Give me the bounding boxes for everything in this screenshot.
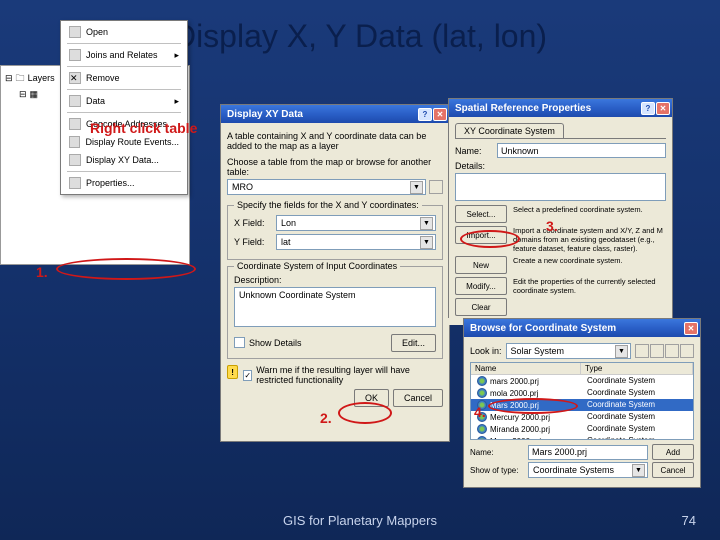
circle-2 — [338, 402, 392, 424]
col-name-header[interactable]: Name — [471, 363, 581, 374]
srp-titlebar: Spatial Reference Properties ? ✕ — [449, 99, 672, 117]
modify-button[interactable]: Modify... — [455, 277, 507, 295]
yfield-label: Y Field: — [234, 237, 270, 247]
xy-choose-label: Choose a table from the map or browse fo… — [227, 157, 443, 177]
tab-xy-cs[interactable]: XY Coordinate System — [455, 123, 564, 138]
layers-panel: ⊟🗀Layers ⊟▦ Open Joins and Relates▸ ✕Rem… — [0, 65, 190, 265]
annotation-3: 3. — [546, 218, 558, 234]
close-icon[interactable]: ✕ — [656, 102, 670, 115]
srp-name-field[interactable]: Unknown — [497, 143, 666, 158]
close-icon[interactable]: ✕ — [433, 108, 447, 121]
globe-icon — [477, 388, 487, 398]
xy-titlebar: Display XY Data ? ✕ — [221, 105, 449, 123]
srp-name-label: Name: — [455, 146, 491, 156]
lookin-label: Look in: — [470, 346, 502, 356]
clear-button[interactable]: Clear — [455, 298, 507, 316]
remove-icon: ✕ — [69, 72, 81, 84]
circle-3 — [460, 230, 520, 248]
edit-button[interactable]: Edit... — [391, 334, 436, 352]
add-button[interactable]: Add — [652, 444, 694, 460]
browse-titlebar: Browse for Coordinate System ✕ — [464, 319, 700, 337]
spatial-ref-dialog: Spatial Reference Properties ? ✕ XY Coor… — [448, 98, 673, 318]
help-icon[interactable]: ? — [641, 102, 655, 115]
name-field[interactable]: Mars 2000.prj — [528, 445, 648, 460]
srp-details-label: Details: — [455, 161, 666, 171]
xfield-label: X Field: — [234, 218, 270, 228]
warn-checkbox[interactable]: ✓ — [243, 370, 252, 381]
annotation-2: 2. — [320, 410, 332, 426]
globe-icon — [477, 376, 487, 386]
browse-icon[interactable] — [429, 180, 443, 194]
globe-icon — [477, 436, 487, 440]
globe-icon — [477, 424, 487, 434]
annotation-1: 1. — [36, 264, 48, 280]
new-button[interactable]: New — [455, 256, 507, 274]
list-icon[interactable] — [665, 344, 679, 358]
fields-label: Specify the fields for the X and Y coord… — [234, 200, 422, 210]
page-number: 74 — [682, 513, 696, 528]
context-menu: Open Joins and Relates▸ ✕Remove Data▸ Ge… — [60, 20, 188, 195]
list-item[interactable]: Moon 2000.prjCoordinate System — [471, 435, 693, 440]
ctx-open[interactable]: Open — [63, 23, 185, 41]
type-dropdown[interactable]: Coordinate Systems▼ — [528, 462, 648, 478]
srp-details-text — [455, 173, 666, 201]
type-label: Show of type: — [470, 466, 524, 475]
home-icon[interactable] — [650, 344, 664, 358]
display-xy-dialog: Display XY Data ? ✕ A table containing X… — [220, 104, 450, 442]
xfield-dropdown[interactable]: Lon▼ — [276, 215, 436, 231]
ctx-remove[interactable]: ✕Remove — [63, 69, 185, 87]
ctx-joins[interactable]: Joins and Relates▸ — [63, 46, 185, 64]
ctx-displayxy[interactable]: Display XY Data... — [63, 151, 185, 169]
footer-text: GIS for Planetary Mappers — [283, 513, 437, 528]
ctx-data[interactable]: Data▸ — [63, 92, 185, 110]
circle-4 — [488, 398, 578, 414]
table-dropdown[interactable]: MRO▼ — [227, 179, 426, 195]
yfield-dropdown[interactable]: lat▼ — [276, 234, 436, 250]
name-label: Name: — [470, 448, 524, 457]
details-icon[interactable] — [680, 344, 694, 358]
cs-desc-label: Description: — [234, 275, 436, 285]
annotation-rightclick: Right click table — [90, 120, 197, 136]
select-button[interactable]: Select... — [455, 205, 507, 223]
col-type-header[interactable]: Type — [581, 363, 693, 374]
cancel-button[interactable]: Cancel — [652, 462, 694, 478]
up-icon[interactable] — [635, 344, 649, 358]
cs-label: Coordinate System of Input Coordinates — [234, 261, 400, 271]
help-icon[interactable]: ? — [418, 108, 432, 121]
xy-desc: A table containing X and Y coordinate da… — [227, 131, 443, 151]
cs-desc-text: Unknown Coordinate System — [234, 287, 436, 327]
show-details-checkbox[interactable] — [234, 337, 245, 348]
annotation-4: 4. — [474, 404, 486, 420]
cancel-button[interactable]: Cancel — [393, 389, 443, 407]
list-item[interactable]: mars 2000.prjCoordinate System — [471, 375, 693, 387]
ctx-properties[interactable]: Properties... — [63, 174, 185, 192]
circle-1 — [56, 258, 196, 280]
list-item[interactable]: Miranda 2000.prjCoordinate System — [471, 423, 693, 435]
close-icon[interactable]: ✕ — [684, 322, 698, 335]
warning-icon: ! — [227, 365, 238, 379]
list-item[interactable]: Mercury 2000.prjCoordinate System — [471, 411, 693, 423]
chevron-down-icon: ▼ — [410, 181, 423, 194]
lookin-dropdown[interactable]: Solar System▼ — [506, 343, 631, 359]
list-item[interactable]: mola 2000.prjCoordinate System — [471, 387, 693, 399]
